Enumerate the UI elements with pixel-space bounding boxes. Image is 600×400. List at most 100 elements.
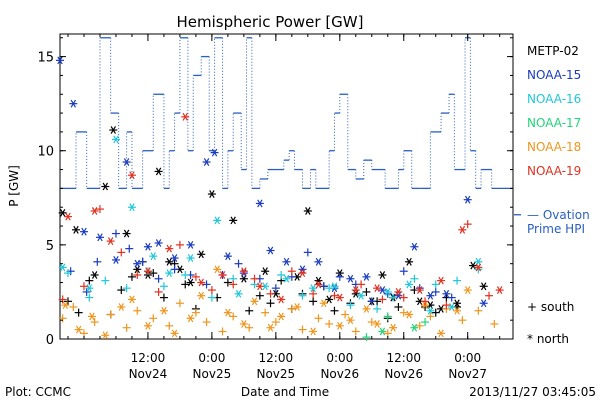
south-point bbox=[309, 289, 318, 298]
south-point bbox=[82, 287, 91, 296]
north-point bbox=[165, 244, 174, 253]
north-point bbox=[218, 271, 227, 279]
south-point bbox=[298, 325, 307, 334]
south-point bbox=[229, 312, 238, 321]
north-point bbox=[373, 284, 382, 293]
north-point bbox=[453, 306, 462, 315]
y-tick-label: 10 bbox=[37, 145, 54, 160]
north-point bbox=[229, 216, 238, 225]
south-point bbox=[266, 299, 275, 308]
north-point bbox=[261, 267, 270, 276]
north-point bbox=[197, 278, 206, 287]
north-point bbox=[117, 303, 126, 311]
south-point bbox=[431, 287, 440, 296]
north-point bbox=[95, 233, 104, 242]
south-point bbox=[453, 276, 462, 285]
north-point bbox=[314, 276, 323, 285]
north-point bbox=[74, 325, 83, 334]
north-point bbox=[458, 225, 467, 234]
south-symbol-legend: + south bbox=[527, 300, 574, 314]
south-point bbox=[207, 286, 216, 295]
north-point bbox=[223, 308, 232, 317]
south-point bbox=[175, 240, 184, 249]
y-tick-label: 0 bbox=[46, 333, 54, 348]
south-point bbox=[122, 323, 131, 332]
south-point bbox=[250, 274, 259, 283]
north-point bbox=[170, 329, 179, 338]
north-point bbox=[389, 323, 398, 332]
north-point bbox=[479, 282, 488, 291]
axes-layer: 0 5 10 15 12:00 Nov24 0:00 Nov25 12:00 Nov25 0:00 N… bbox=[37, 34, 513, 381]
south-point bbox=[458, 316, 467, 325]
south-point bbox=[319, 282, 328, 291]
north-point bbox=[143, 242, 152, 251]
south-point bbox=[394, 302, 403, 311]
north-point bbox=[213, 265, 222, 274]
south-point bbox=[351, 327, 360, 336]
north-point bbox=[207, 190, 216, 198]
north-point bbox=[69, 99, 78, 108]
north-point bbox=[373, 320, 382, 328]
south-point bbox=[117, 248, 126, 257]
north-point bbox=[410, 323, 419, 332]
north-point bbox=[463, 286, 472, 294]
north-point bbox=[127, 203, 136, 212]
north-point bbox=[426, 291, 435, 300]
south-point bbox=[330, 291, 339, 300]
north-point bbox=[463, 195, 472, 204]
south-point bbox=[245, 306, 254, 315]
x-axis-label: Date and Time bbox=[241, 385, 329, 399]
south-point bbox=[175, 299, 184, 308]
south-point bbox=[74, 308, 83, 317]
south-point bbox=[202, 280, 211, 289]
north-point bbox=[351, 289, 360, 298]
north-point bbox=[58, 208, 67, 217]
north-point bbox=[362, 304, 371, 313]
x-tick-time-label: 12:00 bbox=[131, 351, 166, 365]
south-point bbox=[271, 284, 280, 293]
north-point bbox=[378, 271, 387, 279]
x-tick-date-label: Nov26 bbox=[384, 367, 423, 381]
north-point bbox=[186, 240, 195, 249]
south-point bbox=[447, 293, 456, 302]
north-point bbox=[474, 263, 483, 272]
south-point bbox=[90, 318, 99, 327]
south-point bbox=[474, 306, 483, 315]
north-point bbox=[383, 288, 392, 296]
south-point bbox=[426, 312, 435, 321]
north-point bbox=[357, 291, 366, 300]
south-point bbox=[431, 308, 440, 317]
north-point bbox=[277, 312, 286, 321]
north-point bbox=[79, 227, 88, 236]
north-point bbox=[223, 252, 232, 261]
south-point bbox=[85, 293, 94, 302]
north-point bbox=[165, 257, 174, 266]
plot-frame bbox=[59, 33, 514, 340]
north-point bbox=[143, 267, 152, 276]
south-point bbox=[95, 205, 104, 214]
north-point bbox=[71, 225, 80, 234]
north-point bbox=[298, 265, 307, 274]
plot-credit: Plot: CCMC bbox=[5, 385, 71, 399]
south-point bbox=[191, 308, 200, 317]
north-point bbox=[165, 269, 174, 278]
x-tick-time-label: 0:00 bbox=[454, 351, 481, 365]
south-point bbox=[378, 295, 387, 304]
legend-entry: NOAA-18 bbox=[527, 140, 581, 154]
south-point bbox=[58, 314, 67, 323]
ovation-legend-label: — Ovation bbox=[527, 208, 590, 222]
north-point bbox=[309, 327, 318, 336]
north-point bbox=[378, 286, 387, 294]
south-point bbox=[149, 314, 158, 323]
south-point bbox=[485, 291, 494, 300]
north-point bbox=[149, 252, 158, 261]
chart-title: Hemispheric Power [GW] bbox=[177, 13, 364, 31]
x-tick-time-label: 0:00 bbox=[326, 351, 353, 365]
north-point bbox=[239, 320, 248, 328]
south-point bbox=[399, 293, 408, 302]
points-layer bbox=[56, 56, 504, 342]
south-point bbox=[277, 270, 286, 279]
south-point bbox=[490, 319, 499, 328]
north-point bbox=[202, 158, 211, 166]
